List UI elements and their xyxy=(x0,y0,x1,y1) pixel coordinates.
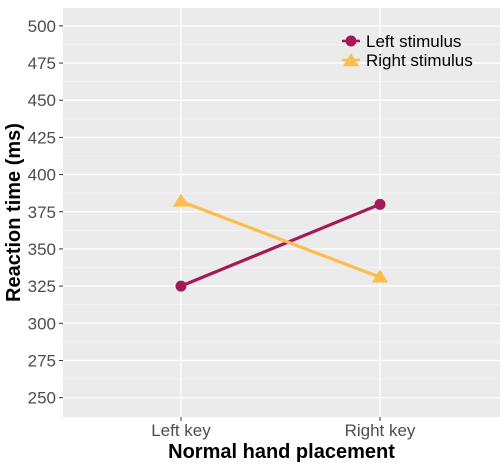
data-point-circle xyxy=(374,198,386,210)
series-line xyxy=(180,202,381,288)
series-line xyxy=(180,199,381,279)
y-tick-label: 400 xyxy=(28,166,56,185)
y-tick-label: 450 xyxy=(28,91,56,110)
plot-panel xyxy=(63,8,500,417)
y-tick-label: 475 xyxy=(28,54,56,73)
y-tick-label: 350 xyxy=(28,240,56,259)
x-axis-title: Normal hand placement xyxy=(168,441,395,463)
series-markers xyxy=(172,193,389,292)
legend-label: Left stimulus xyxy=(366,32,461,51)
x-tick-label: Right key xyxy=(345,421,416,440)
y-tick-label: 325 xyxy=(28,277,56,296)
grid-lines xyxy=(63,8,500,417)
y-axis-title: Reaction time (ms) xyxy=(3,123,25,302)
x-axis: Left key Right key xyxy=(151,417,416,440)
series-lines xyxy=(180,199,381,288)
data-point-triangle xyxy=(172,193,190,207)
data-point-triangle xyxy=(371,269,389,283)
y-tick-label: 250 xyxy=(28,389,56,408)
y-tick-label: 425 xyxy=(28,128,56,147)
legend-label: Right stimulus xyxy=(366,51,473,70)
y-tick-label: 300 xyxy=(28,314,56,333)
y-tick-label: 500 xyxy=(28,17,56,36)
legend-key-circle xyxy=(345,35,357,47)
data-point-circle xyxy=(175,280,187,292)
y-tick-label: 275 xyxy=(28,351,56,370)
x-tick-label: Left key xyxy=(151,421,211,440)
y-axis: 250 275 300 325 350 375 400 425 450 475 500 xyxy=(28,17,63,408)
y-tick-label: 375 xyxy=(28,203,56,222)
legend-key-triangle xyxy=(342,53,360,67)
